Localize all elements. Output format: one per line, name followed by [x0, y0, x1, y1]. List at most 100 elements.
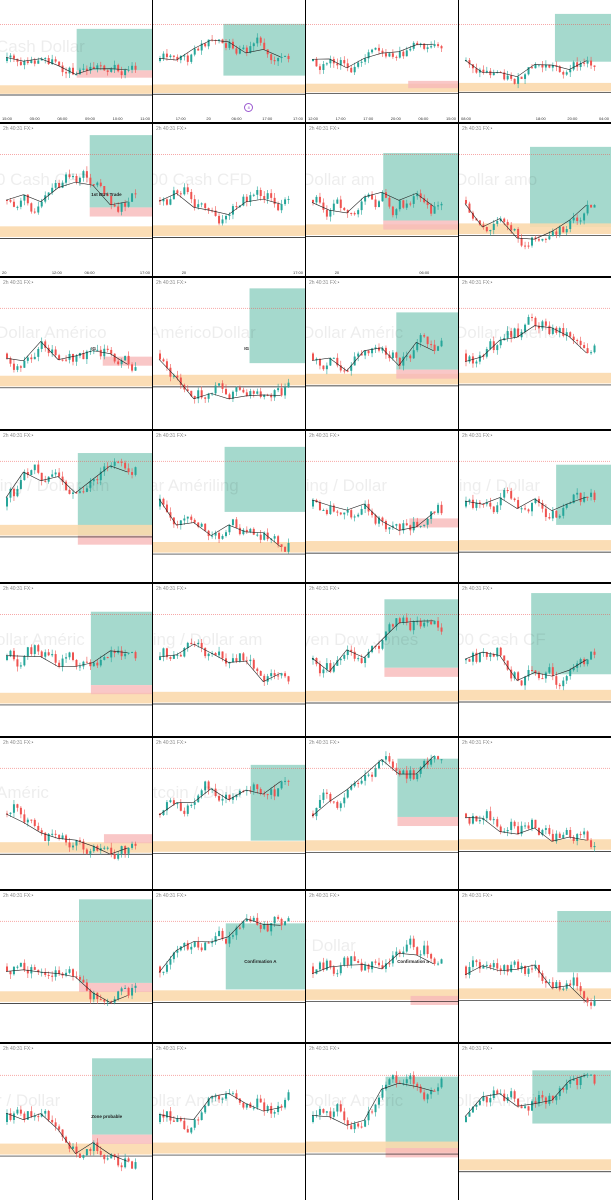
candle-body: [315, 59, 318, 67]
candle-body: [82, 491, 85, 493]
candle-body: [576, 1078, 579, 1086]
candle-body: [162, 810, 165, 815]
candlestick-chart: [153, 1074, 305, 1156]
candle-body: [593, 845, 596, 848]
candle-body: [402, 951, 405, 954]
candle-body: [423, 43, 426, 49]
zigzag-path: [311, 953, 434, 974]
candle-body: [197, 204, 200, 208]
candle-body: [367, 964, 370, 970]
candle-body: [103, 999, 106, 1002]
zigzag-path: [5, 465, 128, 498]
candle-body: [280, 56, 283, 59]
candle-body: [583, 659, 586, 665]
candle-body: [544, 1097, 547, 1104]
candle-body: [124, 69, 127, 76]
demand-zone: [459, 82, 611, 92]
chart-panel: 2h 40:31 FX:•: [306, 738, 458, 889]
candle-body: [280, 673, 283, 676]
candle-body: [315, 969, 318, 974]
candle-body: [221, 535, 224, 539]
x-tick-label: 12:00: [308, 116, 319, 121]
candle-body: [40, 972, 43, 974]
zigzag-path: [158, 918, 281, 973]
candle-body: [169, 55, 172, 58]
candle-body: [405, 617, 408, 623]
take-profit-zone: [89, 135, 152, 208]
candle-body: [242, 921, 245, 928]
candle-body: [437, 205, 440, 207]
candle-body: [120, 203, 123, 212]
take-profit-zone: [225, 923, 305, 990]
candle-body: [412, 521, 415, 531]
candle-body: [249, 659, 252, 662]
candle-body: [106, 1001, 109, 1003]
candle-body: [19, 665, 22, 667]
candle-body: [75, 74, 78, 76]
candle-body: [159, 656, 161, 660]
candle-body: [433, 206, 436, 214]
candle-body: [496, 505, 499, 513]
candle-body: [204, 397, 207, 399]
candle-body: [541, 678, 544, 680]
candle-body: [266, 193, 269, 200]
candle-body: [465, 966, 467, 975]
candle-body: [489, 341, 492, 349]
candle-body: [245, 918, 248, 922]
candle-body: [277, 675, 280, 677]
candle-body: [44, 195, 47, 202]
candle-body: [159, 58, 161, 61]
candle-body: [332, 801, 335, 803]
candle-body: [89, 66, 92, 71]
candle-body: [131, 987, 134, 996]
chart-header: 2h 40:31 FX:•: [156, 126, 187, 132]
x-tick-label: 20:00: [567, 116, 578, 121]
candle-body: [23, 1113, 26, 1120]
x-axis-ticks: 20 06:00: [308, 270, 456, 275]
candle-body: [468, 499, 471, 502]
candle-body: [225, 1094, 227, 1099]
candle-body: [120, 1165, 123, 1168]
candle-body: [179, 802, 182, 811]
chart-header: 2h 40:31 FX:•: [309, 740, 340, 746]
stop-loss-zone: [76, 70, 152, 78]
candle-body: [367, 52, 370, 59]
demand-zone: [306, 224, 458, 236]
candle-body: [524, 324, 527, 332]
candle-body: [506, 331, 509, 339]
candle-body: [569, 220, 572, 230]
candle-body: [402, 200, 405, 208]
candle-body: [72, 652, 74, 660]
candle-body: [200, 1112, 203, 1121]
candle-body: [558, 66, 561, 73]
candle-body: [544, 828, 547, 830]
candle-body: [419, 525, 422, 527]
chart-header: 2h 40:31 FX:•: [309, 893, 340, 899]
candle-body: [183, 810, 186, 814]
candle-body: [190, 946, 193, 950]
candle-body: [409, 770, 412, 779]
candlestick-chart: [0, 767, 152, 861]
candle-body: [6, 655, 8, 660]
candle-body: [558, 1088, 561, 1097]
candle-body: [287, 780, 290, 782]
candle-body: [329, 210, 332, 217]
candle-body: [190, 642, 193, 645]
candle-body: [513, 821, 516, 827]
candle-body: [33, 464, 36, 471]
candle-body: [221, 219, 224, 224]
candle-body: [231, 206, 234, 215]
candle-body: [134, 1162, 137, 1169]
candle-body: [437, 44, 440, 47]
candle-body: [256, 1098, 259, 1108]
candle-body: [85, 488, 88, 493]
candle-body: [179, 520, 182, 526]
candle-body: [506, 1097, 509, 1101]
candle-body: [565, 72, 568, 75]
candle-body: [162, 498, 165, 505]
candle-body: [183, 1120, 186, 1130]
candle-body: [218, 383, 221, 386]
candle-body: [256, 37, 259, 44]
candle-body: [131, 364, 134, 371]
candle-body: [231, 1093, 234, 1095]
